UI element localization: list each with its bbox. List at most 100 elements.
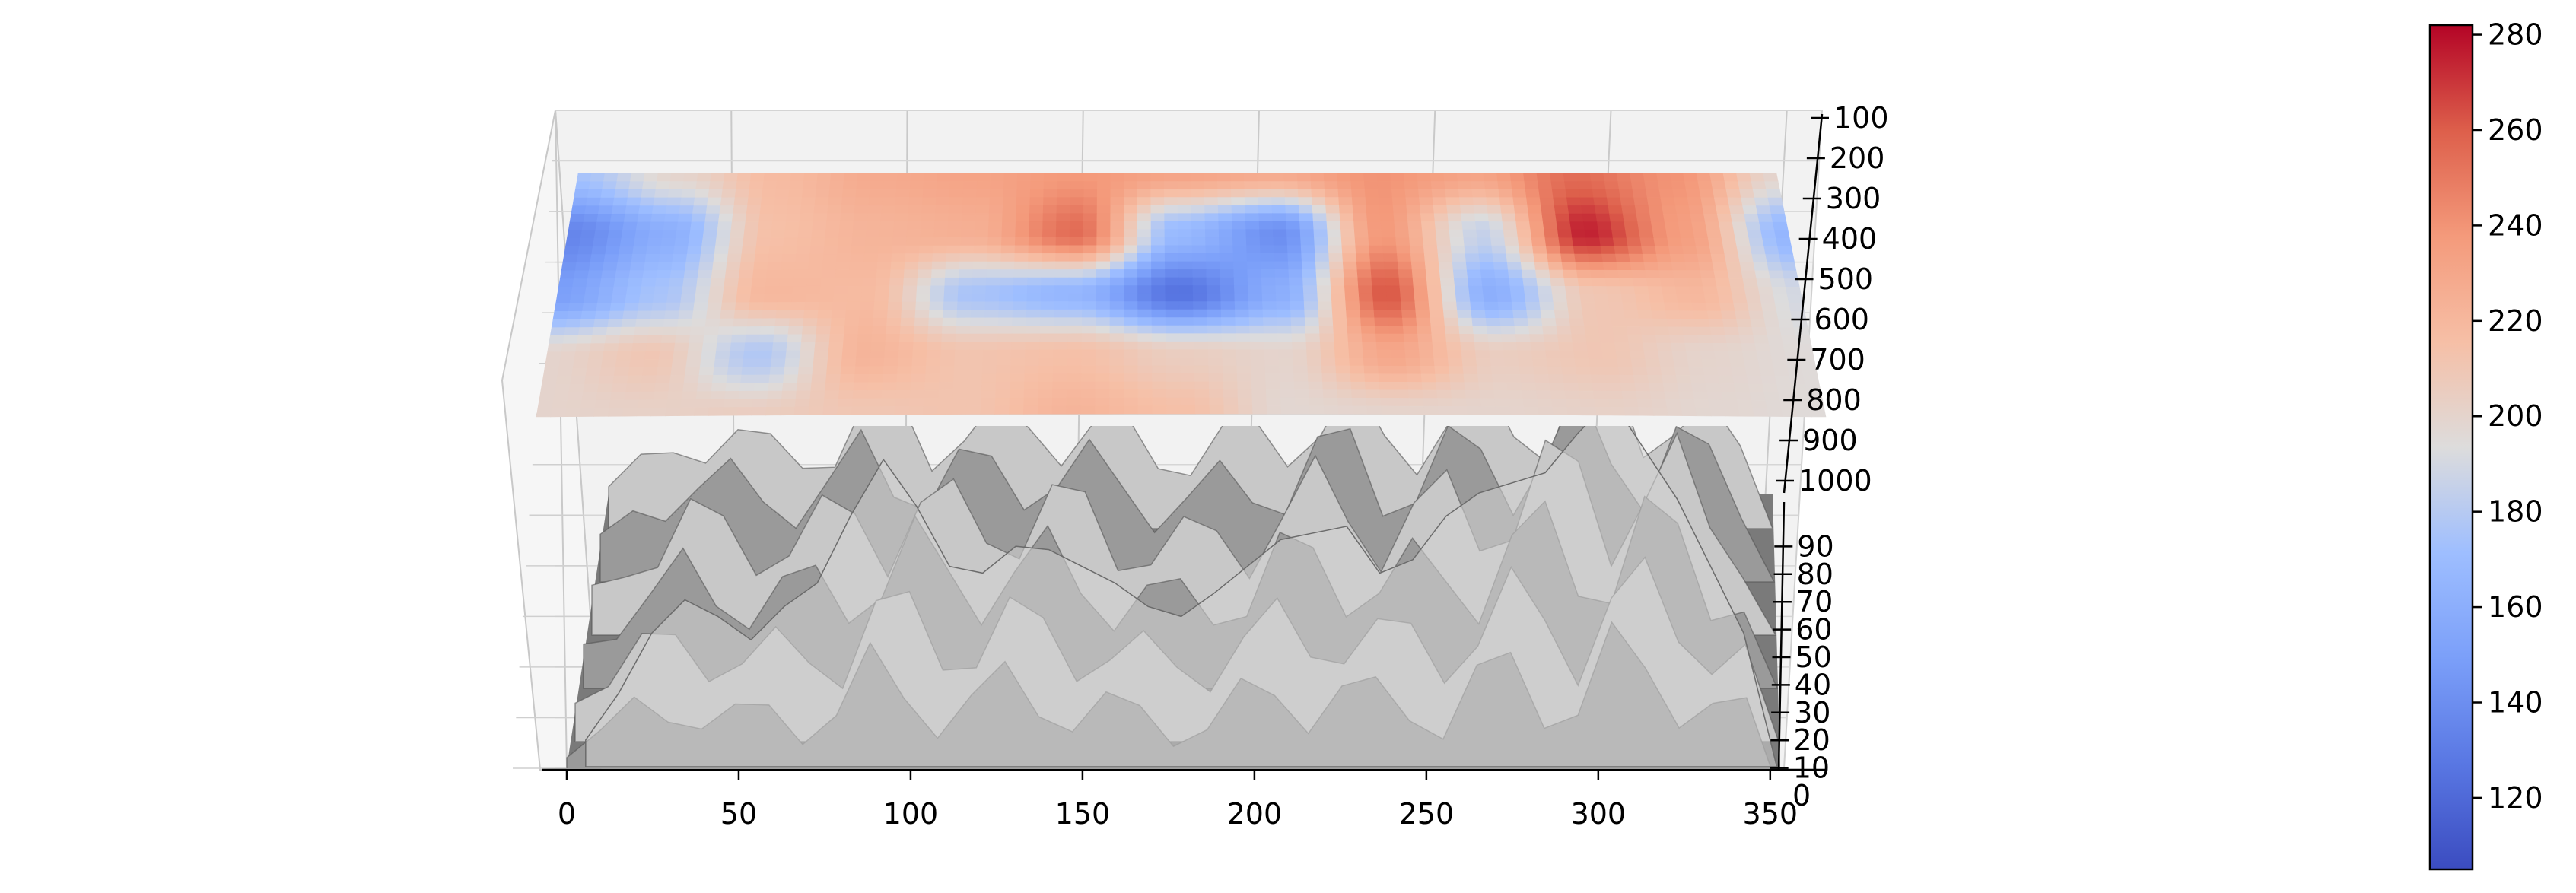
- temperature-cell: [1180, 405, 1196, 415]
- temperature-cell: [1510, 181, 1526, 190]
- temperature-cell: [1410, 253, 1426, 262]
- temperature-cell: [1178, 277, 1194, 286]
- temperature-cell: [1762, 237, 1778, 247]
- temperature-cell: [1110, 269, 1124, 278]
- temperature-cell: [1422, 389, 1438, 399]
- temperature-cell: [1637, 221, 1653, 230]
- temperature-cell: [841, 189, 857, 199]
- temperature-cell: [1150, 189, 1165, 198]
- temperature-cell: [1693, 399, 1710, 408]
- temperature-cell: [1423, 398, 1439, 407]
- temperature-cell: [1486, 326, 1503, 335]
- temperature-cell: [1701, 359, 1718, 368]
- temperature-cell: [1308, 381, 1324, 390]
- temperature-cell: [1552, 406, 1569, 415]
- temperature-cell: [809, 245, 825, 255]
- temperature-cell: [1789, 376, 1806, 385]
- temperature-cell: [1263, 333, 1279, 342]
- temperature-cell: [1190, 173, 1205, 182]
- temperature-cell: [1713, 351, 1731, 361]
- temperature-cell: [786, 342, 802, 351]
- temperature-cell: [1137, 317, 1153, 326]
- temperature-cell: [593, 408, 610, 417]
- temperature-cell: [1685, 189, 1702, 199]
- temperature-cell: [1774, 375, 1792, 385]
- temperature-cell: [943, 310, 958, 319]
- temperature-cell: [745, 213, 761, 222]
- temperature-cell: [1307, 365, 1323, 374]
- temperature-cell: [924, 389, 940, 399]
- temperature-cell: [1375, 326, 1391, 335]
- temperature-cell: [738, 390, 755, 400]
- temperature-cell: [1233, 285, 1249, 294]
- temperature-cell: [625, 205, 641, 215]
- temperature-cell: [1736, 246, 1753, 255]
- temperature-cell: [1745, 221, 1761, 230]
- temperature-cell: [688, 342, 704, 352]
- temperature-cell: [1278, 349, 1293, 358]
- temperature-cell: [1624, 310, 1639, 319]
- temperature-cell: [1314, 245, 1329, 254]
- temperature-cell: [868, 373, 884, 383]
- temperature-cell: [1152, 365, 1167, 374]
- temperature-cell: [1550, 390, 1566, 399]
- temperature-cell: [1706, 391, 1723, 401]
- colorbar-tick-label: 280: [2488, 18, 2543, 52]
- pressure-tick-label: 600: [1814, 303, 1869, 336]
- temperature-cell: [1579, 390, 1595, 400]
- temperature-cell: [1778, 319, 1795, 328]
- temperature-cell: [1067, 365, 1082, 374]
- temperature-cell: [1038, 365, 1054, 374]
- temperature-cell: [1150, 173, 1165, 182]
- temperature-cell: [960, 229, 975, 238]
- temperature-cell: [1790, 383, 1808, 393]
- temperature-cell: [755, 237, 771, 246]
- temperature-cell: [1124, 309, 1138, 318]
- temperature-cell: [1280, 405, 1296, 415]
- temperature-cell: [1686, 351, 1703, 360]
- temperature-cell: [1770, 278, 1786, 288]
- temperature-cell: [621, 230, 637, 239]
- temperature-cell: [692, 310, 708, 319]
- temperature-cell: [1248, 285, 1263, 294]
- temperature-cell: [1499, 317, 1515, 327]
- temperature-cell: [966, 389, 982, 399]
- temperature-cell: [1581, 406, 1598, 416]
- temperature-cell: [1679, 399, 1697, 408]
- temperature-cell: [1191, 245, 1207, 254]
- temperature-cell: [1508, 398, 1525, 408]
- temperature-cell: [653, 391, 669, 400]
- temperature-cell: [1056, 213, 1070, 222]
- temperature-cell: [1604, 181, 1620, 190]
- temperature-cell: [806, 285, 822, 295]
- temperature-cell: [1204, 189, 1219, 198]
- temperature-cell: [1401, 310, 1417, 319]
- temperature-cell: [1010, 381, 1025, 391]
- temperature-cell: [1365, 197, 1380, 206]
- temperature-cell: [933, 221, 949, 230]
- temperature-cell: [1547, 262, 1563, 271]
- temperature-cell: [1095, 389, 1110, 399]
- temperature-cell: [1633, 197, 1649, 206]
- temperature-cell: [1177, 205, 1192, 215]
- temperature-cell: [779, 406, 796, 416]
- temperature-cell: [729, 350, 745, 360]
- temperature-cell: [1709, 173, 1725, 182]
- temperature-cell: [802, 181, 818, 190]
- temperature-cell: [774, 318, 790, 327]
- temperature-cell: [611, 205, 627, 215]
- temperature-cell: [1054, 285, 1070, 294]
- temperature-cell: [1493, 261, 1509, 271]
- temperature-cell: [1379, 389, 1395, 399]
- temperature-cell: [1418, 342, 1434, 351]
- temperature-cell: [1655, 334, 1671, 344]
- temperature-cell: [1657, 262, 1674, 271]
- temperature-cell: [787, 205, 802, 215]
- temperature-cell: [1498, 189, 1514, 199]
- temperature-cell: [1015, 213, 1030, 222]
- temperature-cell: [732, 326, 748, 335]
- temperature-cell: [656, 270, 672, 279]
- temperature-cell: [632, 335, 649, 344]
- temperature-cell: [1041, 261, 1056, 270]
- temperature-cell: [915, 294, 931, 303]
